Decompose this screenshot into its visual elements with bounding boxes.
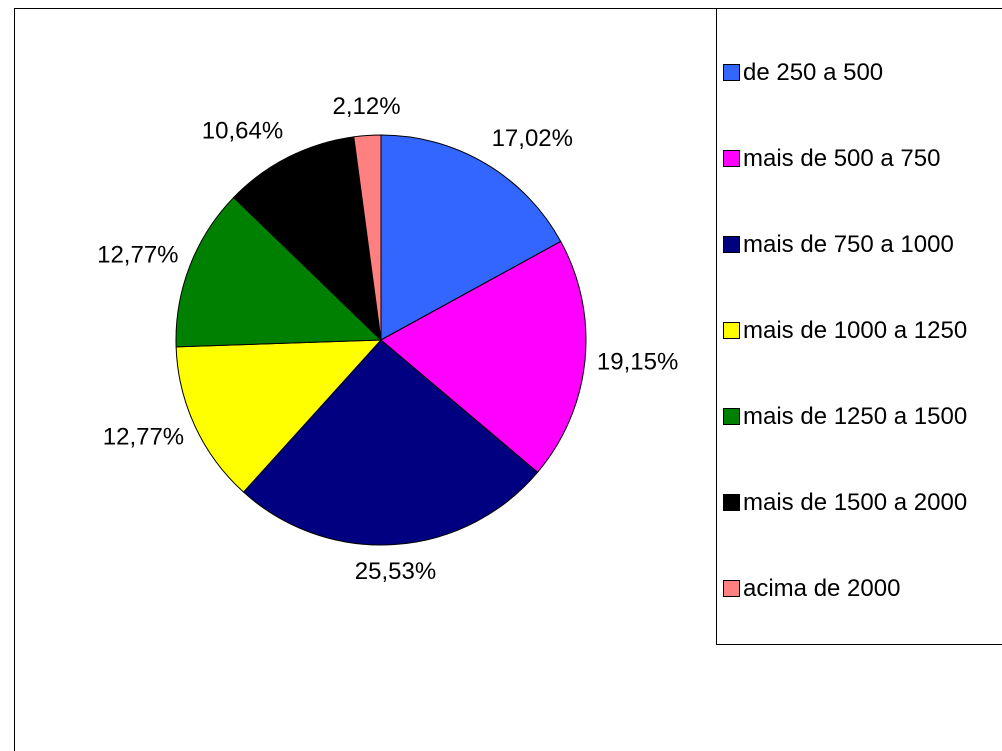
legend-label: de 250 a 500 (743, 59, 884, 86)
pie-slice (242, 339, 539, 546)
data-label: 10,64% (202, 117, 283, 144)
legend-label: mais de 1500 a 2000 (743, 489, 968, 516)
legend-entry: de 250 a 500 (723, 55, 973, 91)
legend-label: acima de 2000 (743, 575, 901, 602)
data-label: 2,12% (333, 93, 401, 120)
legend-entry: mais de 1250 a 1500 (723, 399, 973, 435)
data-label: 12,77% (97, 242, 178, 269)
pie-slice (175, 196, 383, 348)
pie-slice (380, 240, 587, 474)
data-label: 17,02% (492, 125, 573, 152)
pie-slice (380, 134, 562, 341)
legend-label: mais de 750 a 1000 (743, 231, 954, 258)
legend-swatch (723, 322, 740, 339)
legend-swatch (723, 580, 740, 597)
legend: de 250 a 500 mais de 500 a 750 mais de 750… (716, 8, 1002, 645)
legend-label: mais de 1250 a 1500 (743, 403, 968, 430)
legend-label: mais de 1000 a 1250 (743, 317, 968, 344)
data-label: 19,15% (597, 349, 678, 376)
legend-entry: mais de 1000 a 1250 (723, 313, 973, 349)
legend-entry: mais de 750 a 1000 (723, 227, 973, 263)
pie-slice (175, 339, 383, 493)
legend-entry: acima de 2000 (723, 571, 973, 607)
legend-swatch (723, 150, 740, 167)
pie-slice (353, 134, 382, 341)
legend-swatch (723, 64, 740, 81)
legend-swatch (723, 408, 740, 425)
data-label: 25,53% (355, 558, 436, 585)
legend-label: mais de 500 a 750 (743, 145, 941, 172)
legend-swatch (723, 236, 740, 253)
data-label: 12,77% (103, 423, 184, 450)
pie-slice (232, 136, 382, 342)
legend-entry: mais de 500 a 750 (723, 141, 973, 177)
legend-entry: mais de 1500 a 2000 (723, 485, 973, 521)
legend-swatch (723, 494, 740, 511)
